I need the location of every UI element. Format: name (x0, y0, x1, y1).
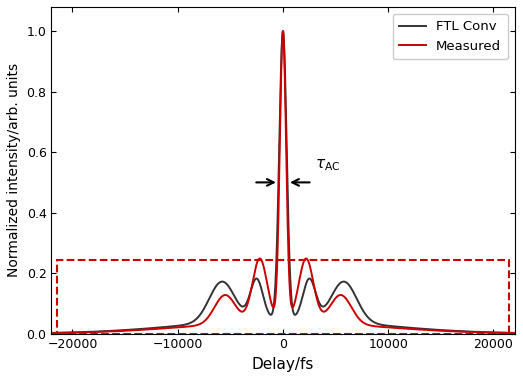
FTL Conv (392, 324, 398, 329)
FTL Conv (416, 326, 423, 331)
Measured (511, 331, 518, 335)
Legend: FTL Conv, Measured: FTL Conv, Measured (393, 14, 508, 60)
X-axis label: Delay/fs: Delay/fs (252, 357, 314, 372)
FTL Conv (511, 330, 518, 335)
FTL Conv (343, 280, 349, 284)
Bar (56, 260, 509, 334)
Measured (72, 330, 78, 335)
Measured (280, 29, 286, 33)
FTL Conv (72, 330, 78, 335)
Line: Measured: Measured (51, 31, 515, 333)
Measured (48, 331, 54, 335)
Y-axis label: Normalized intensity/arb. units: Normalized intensity/arb. units (7, 63, 21, 277)
Measured (392, 326, 398, 330)
Measured (416, 327, 423, 332)
Line: FTL Conv: FTL Conv (51, 31, 515, 333)
FTL Conv (322, 303, 328, 308)
FTL Conv (48, 330, 54, 335)
Measured (322, 309, 328, 313)
Measured (343, 296, 349, 301)
FTL Conv (216, 280, 222, 285)
Text: $\tau_\mathrm{AC}$: $\tau_\mathrm{AC}$ (314, 158, 340, 173)
Measured (216, 298, 222, 302)
FTL Conv (280, 29, 286, 33)
